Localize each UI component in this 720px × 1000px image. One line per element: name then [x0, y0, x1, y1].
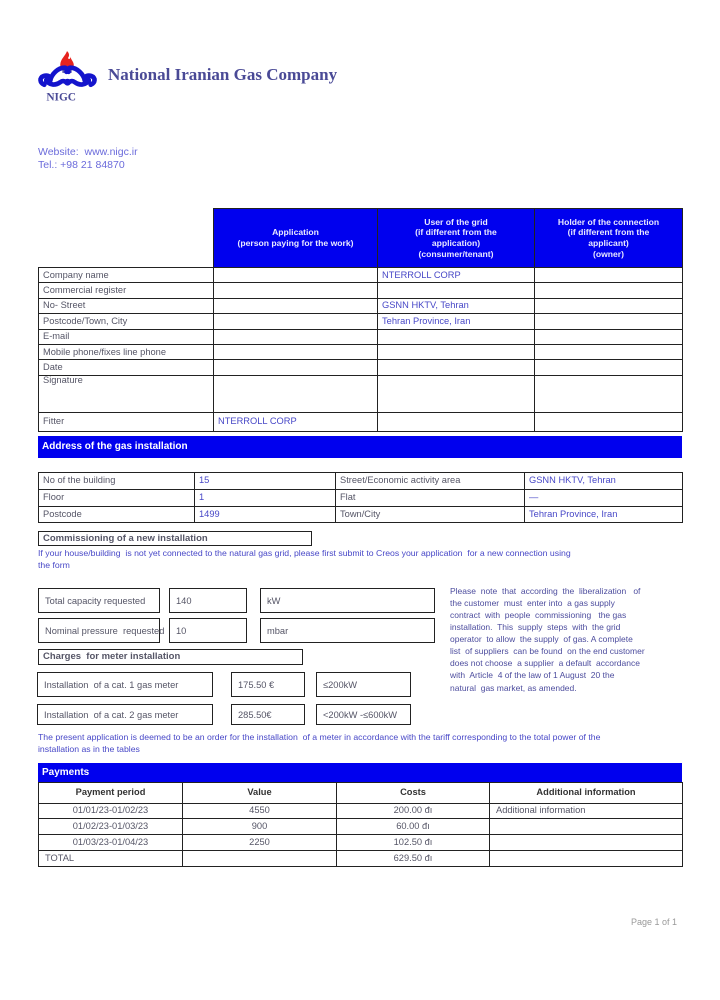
svg-text:NIGC: NIGC — [46, 91, 76, 103]
